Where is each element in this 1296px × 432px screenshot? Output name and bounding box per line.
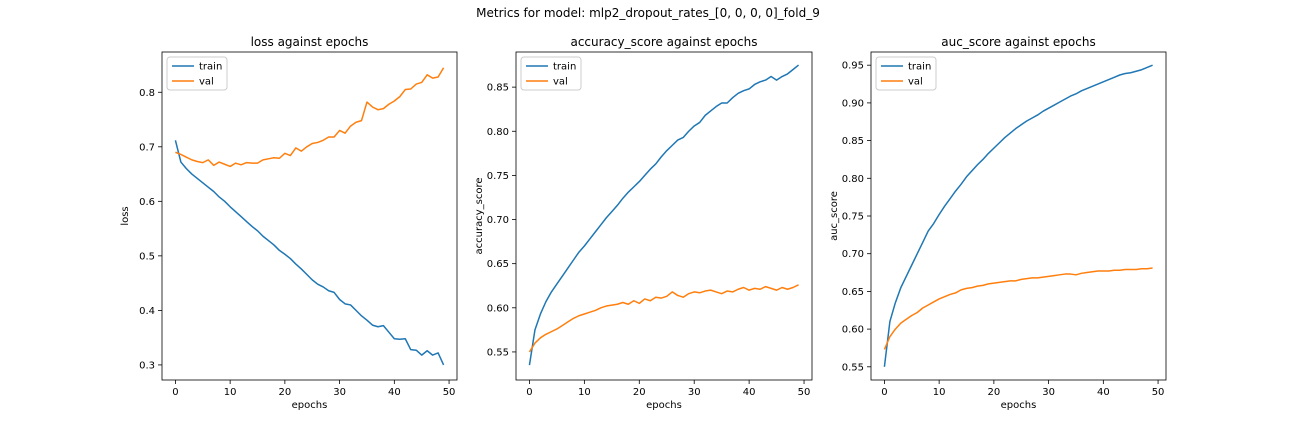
x-tick-label: 10: [224, 387, 237, 398]
x-tick-label: 20: [279, 387, 292, 398]
plot-frame: [870, 51, 1167, 381]
x-tick-label: 20: [988, 387, 1001, 398]
y-tick-label: 0.70: [842, 249, 864, 260]
chart-panel-1: loss against epochs 0 10 20 30 40 50 0.3 0.4 0.5 0…: [120, 35, 458, 411]
y-tick-label: 0.6: [139, 197, 155, 208]
y-tick-label: 0.3: [139, 360, 155, 371]
y-tick-label: 0.75: [487, 171, 509, 182]
y-tick-label: 0.85: [487, 83, 509, 94]
x-tick-label: 0: [172, 387, 178, 398]
y-axis-label: accuracy_score: [474, 178, 485, 255]
y-tick-label: 0.75: [842, 212, 864, 223]
x-tick-label: 40: [743, 387, 756, 398]
chart-title: auc_score against epochs: [941, 35, 1095, 49]
y-tick-label: 0.70: [487, 215, 509, 226]
chart-panel-3: auc_score against epochs 0 10 20 30 40 50 0.55 0…: [829, 35, 1167, 411]
x-axis-label: epochs: [646, 400, 682, 411]
legend-label-train: train: [553, 62, 576, 73]
y-tick-label: 0.85: [842, 136, 864, 147]
y-tick-label: 0.55: [842, 362, 864, 373]
x-tick-label: 0: [881, 387, 887, 398]
x-tick-label: 20: [633, 387, 646, 398]
legend-label-val: val: [908, 77, 923, 88]
y-tick-label: 0.80: [487, 127, 509, 138]
y-tick-label: 0.55: [487, 347, 509, 358]
series-line-train: [883, 64, 1153, 367]
y-tick-label: 0.5: [139, 251, 155, 262]
x-tick-label: 50: [1152, 387, 1165, 398]
x-tick-label: 10: [933, 387, 946, 398]
x-tick-label: 30: [333, 387, 346, 398]
chart-panel-2: accuracy_score against epochs 0 10 20 30 40 50…: [474, 35, 813, 411]
y-tick-label: 0.90: [842, 98, 864, 109]
plot-frame: [515, 51, 813, 381]
series-line-val: [528, 284, 799, 353]
y-axis-label: auc_score: [829, 191, 840, 241]
x-tick-label: 40: [1097, 387, 1110, 398]
y-axis-label: loss: [120, 206, 131, 225]
x-tick-label: 10: [578, 387, 591, 398]
y-tick-label: 0.4: [139, 306, 155, 317]
figure-title: Metrics for model: mlp2_dropout_rates_[0…: [476, 6, 820, 20]
legend-label-val: val: [199, 77, 214, 88]
series-line-val: [175, 67, 445, 168]
y-tick-label: 0.60: [487, 303, 509, 314]
y-tick-label: 0.80: [842, 174, 864, 185]
x-tick-label: 50: [443, 387, 456, 398]
legend-label-train: train: [199, 62, 222, 73]
y-tick-label: 0.7: [139, 142, 155, 153]
x-axis-label: epochs: [292, 400, 328, 411]
x-tick-label: 30: [1042, 387, 1055, 398]
plot-frame: [161, 51, 458, 381]
series-line-val: [883, 267, 1153, 350]
y-tick-label: 0.95: [842, 61, 864, 72]
y-tick-label: 0.65: [842, 287, 864, 298]
x-tick-label: 30: [688, 387, 701, 398]
legend-label-val: val: [553, 77, 568, 88]
x-axis-label: epochs: [1001, 400, 1037, 411]
x-tick-label: 50: [798, 387, 811, 398]
legend-label-train: train: [908, 62, 931, 73]
series-line-train: [528, 64, 800, 366]
y-tick-label: 0.60: [842, 325, 864, 336]
chart-title: loss against epochs: [251, 35, 369, 49]
series-line-train: [174, 140, 445, 366]
y-tick-label: 0.8: [139, 88, 155, 99]
chart-title: accuracy_score against epochs: [570, 35, 757, 49]
x-tick-label: 0: [526, 387, 532, 398]
x-tick-label: 40: [388, 387, 401, 398]
y-tick-label: 0.65: [487, 259, 509, 270]
